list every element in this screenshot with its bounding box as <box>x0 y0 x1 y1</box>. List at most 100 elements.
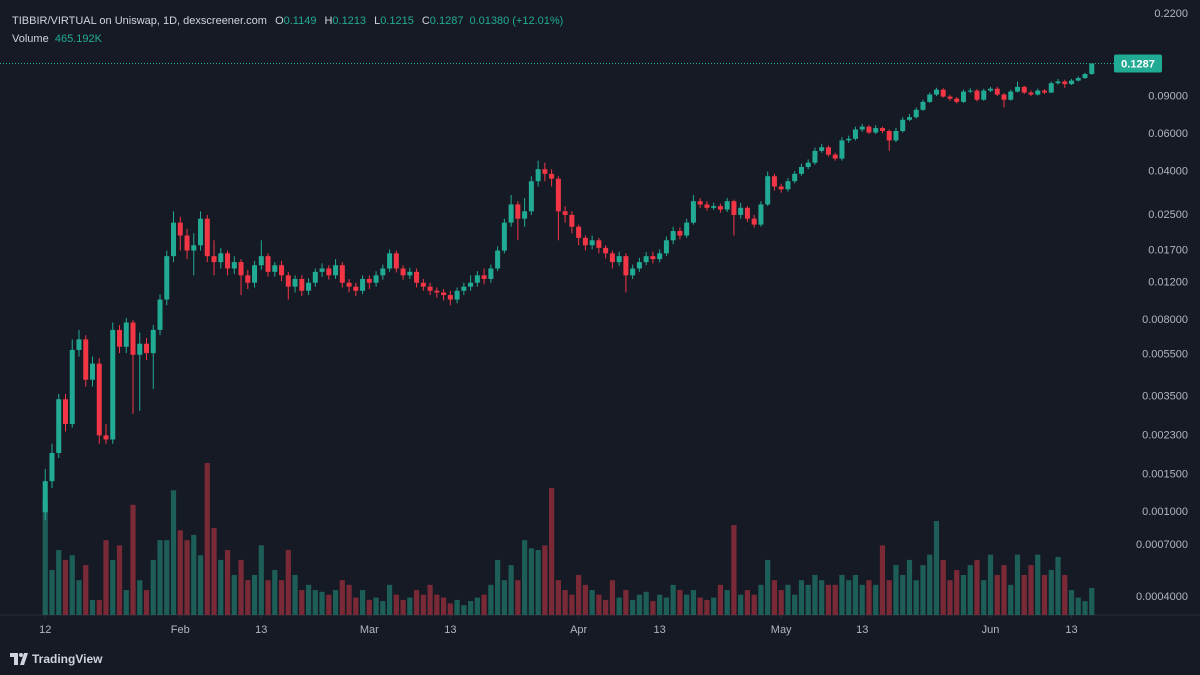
volume-bar <box>582 584 588 615</box>
volume-bar <box>218 559 224 615</box>
candle-body <box>684 222 690 236</box>
ohlc-label: C <box>421 15 430 27</box>
volume-bar <box>1055 556 1061 615</box>
candle-body <box>893 131 899 141</box>
volume-bar <box>211 527 217 615</box>
candle-body <box>609 253 615 263</box>
volume-bar <box>69 555 75 615</box>
candle-body <box>400 268 406 276</box>
candle-body <box>630 268 636 276</box>
candle-body <box>164 256 170 300</box>
candle-body <box>900 119 906 132</box>
volume-bar <box>535 550 541 615</box>
volume-bar <box>353 597 359 615</box>
candle-body <box>454 290 460 300</box>
volume-bar <box>103 540 109 615</box>
candle-body <box>866 126 872 133</box>
candle-body <box>360 278 366 291</box>
candle-body <box>42 481 48 513</box>
volume-bar <box>197 555 204 615</box>
candle-body <box>771 176 777 187</box>
candle-body <box>805 162 811 167</box>
volume-bar <box>657 594 663 615</box>
volume-bar <box>312 590 318 615</box>
candle-body <box>238 262 244 276</box>
y-tick-label: 0.2200 <box>1154 8 1188 20</box>
candle-body <box>677 231 683 236</box>
x-tick-label: 13 <box>255 624 267 636</box>
candle-body <box>130 322 136 355</box>
candle-body <box>1015 86 1020 92</box>
volume-bar <box>468 601 474 615</box>
candle-body <box>333 265 339 276</box>
candle-body <box>940 89 946 97</box>
candle-body <box>56 399 62 453</box>
candle-body <box>501 222 507 251</box>
candle-body <box>798 166 804 174</box>
x-tick-label: 13 <box>654 624 666 636</box>
candle-body <box>1035 90 1041 95</box>
candle-body <box>231 262 237 269</box>
ohlc-label: O <box>275 15 284 27</box>
candle-body <box>319 268 325 272</box>
ohlc-value: 0.1287 <box>429 15 464 27</box>
volume-bar <box>1035 554 1041 615</box>
candle-body <box>393 253 399 269</box>
candle-body <box>272 265 278 272</box>
candle-body <box>650 256 656 260</box>
y-tick-label: 0.008000 <box>1142 314 1188 326</box>
y-tick-label: 0.0007000 <box>1136 539 1188 551</box>
candle-body <box>1082 74 1088 79</box>
volume-bar <box>1048 570 1054 615</box>
candle-body <box>873 128 879 133</box>
volume-bar <box>954 570 960 615</box>
candle-body <box>542 169 548 174</box>
candle-body <box>339 265 345 283</box>
brand-name: TradingView <box>32 652 103 666</box>
candle-body <box>123 322 129 347</box>
volume-bar <box>1001 565 1007 615</box>
ohlc-value: 0.1215 <box>380 15 414 27</box>
candle-body <box>265 256 271 272</box>
candle-body <box>171 222 177 257</box>
volume-bar <box>373 597 379 615</box>
volume-bar <box>906 559 913 615</box>
volume-bar <box>386 584 393 615</box>
volume-label: Volume <box>12 33 49 45</box>
y-tick-label: 0.003500 <box>1142 390 1188 402</box>
volume-bar <box>184 540 190 615</box>
volume-bar <box>704 599 710 615</box>
volume-bar <box>434 594 440 615</box>
x-tick-label: 13 <box>1065 624 1077 636</box>
volume-bar <box>495 559 501 615</box>
volume-bar <box>596 594 602 615</box>
candle-body <box>927 94 933 102</box>
volume-bar <box>1041 574 1048 615</box>
candle-body <box>960 91 966 102</box>
volume-bar <box>299 590 305 615</box>
volume-bar <box>589 590 595 615</box>
volume-bar <box>974 559 980 615</box>
volume-bar <box>76 580 82 615</box>
candle-body <box>62 399 68 425</box>
x-tick-label: 12 <box>39 624 51 636</box>
volume-bar <box>576 574 582 615</box>
volume-bar <box>56 550 62 615</box>
volume-bar <box>812 574 818 615</box>
candle-body <box>616 256 622 263</box>
candle-body <box>846 138 852 141</box>
candle-body <box>96 363 102 436</box>
volume-bar <box>987 554 994 615</box>
candle-body <box>1069 80 1075 85</box>
volume-bar <box>636 594 642 615</box>
candle-body <box>1075 78 1081 81</box>
volume-bar <box>650 601 656 615</box>
y-tick-label: 0.005500 <box>1142 349 1188 361</box>
candle-body <box>1055 81 1061 84</box>
candle-body <box>427 286 433 291</box>
y-tick-label: 0.02500 <box>1148 209 1188 221</box>
ohlc-value: 0.1149 <box>283 15 317 27</box>
y-tick-label: 0.0004000 <box>1136 591 1188 603</box>
candle-body <box>690 201 696 223</box>
volume-bar <box>684 594 690 615</box>
